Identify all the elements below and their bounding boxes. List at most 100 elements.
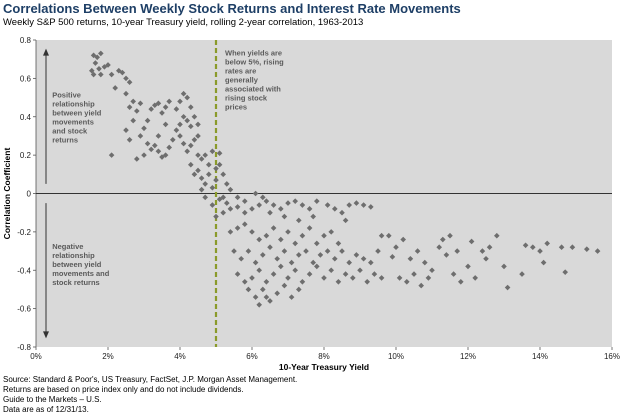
- data-point: [346, 202, 352, 208]
- data-point: [584, 246, 590, 252]
- data-point: [170, 136, 176, 143]
- data-point: [209, 184, 216, 191]
- data-point: [195, 133, 201, 139]
- direction-arrows: [43, 48, 49, 339]
- data-point: [126, 104, 133, 110]
- data-point: [324, 202, 331, 208]
- annotation-line: and stock: [52, 127, 88, 136]
- data-point: [238, 255, 244, 262]
- data-point: [177, 133, 183, 139]
- data-point: [112, 85, 118, 91]
- data-point: [306, 271, 313, 277]
- data-point: [407, 255, 414, 262]
- data-point: [303, 248, 309, 254]
- annotation-line: When yields are: [225, 48, 282, 57]
- data-point: [213, 165, 219, 172]
- data-point: [422, 259, 428, 266]
- data-point: [468, 238, 475, 245]
- data-point: [234, 225, 241, 231]
- y-tick-label: 0.4: [20, 113, 32, 122]
- data-point: [321, 275, 327, 281]
- data-point: [281, 248, 288, 254]
- data-point: [263, 294, 270, 300]
- data-point: [144, 117, 151, 124]
- data-point: [267, 209, 273, 216]
- data-point: [278, 263, 284, 270]
- data-point: [465, 263, 471, 270]
- data-point: [310, 213, 316, 220]
- data-point: [296, 252, 302, 258]
- annotation-line: relationship: [52, 100, 95, 109]
- data-point: [447, 232, 453, 239]
- data-point: [454, 248, 460, 254]
- data-point: [342, 217, 349, 224]
- data-point: [292, 240, 298, 247]
- data-point: [400, 236, 406, 243]
- x-tick-label: 12%: [460, 352, 476, 361]
- data-point: [134, 108, 140, 114]
- data-point: [126, 79, 133, 86]
- data-point: [378, 232, 385, 239]
- data-point: [177, 98, 183, 105]
- data-point: [324, 248, 331, 254]
- data-point: [296, 217, 302, 224]
- y-tick-label: -0.8: [17, 343, 31, 352]
- data-point: [558, 244, 565, 251]
- data-point: [123, 127, 129, 133]
- footnote-returns: Returns are based on price index only an…: [3, 385, 244, 394]
- up-arrow-icon: [43, 48, 49, 56]
- data-point: [281, 282, 288, 289]
- data-point: [252, 294, 259, 300]
- data-point: [209, 202, 216, 208]
- data-point: [198, 156, 205, 162]
- data-point: [328, 229, 334, 235]
- x-tick-label: 0%: [30, 352, 42, 361]
- data-point: [321, 232, 327, 239]
- data-point: [364, 278, 370, 285]
- data-point: [267, 244, 273, 251]
- data-point: [126, 136, 133, 143]
- footnote-source: Source: Standard & Poor's, US Treasury, …: [3, 375, 298, 384]
- data-point: [260, 286, 266, 293]
- annotation-line: below 5%, rising: [225, 57, 284, 66]
- data-point: [130, 117, 136, 124]
- data-point: [227, 229, 234, 235]
- data-point: [353, 252, 360, 258]
- data-point: [173, 106, 180, 112]
- data-point: [360, 202, 367, 208]
- data-point: [299, 202, 306, 208]
- data-point: [198, 175, 205, 181]
- y-tick-label: 0.6: [20, 74, 32, 83]
- data-point: [242, 221, 248, 227]
- data-point: [458, 278, 464, 285]
- data-point: [180, 90, 187, 97]
- data-point: [368, 204, 374, 210]
- data-point: [332, 206, 338, 212]
- data-point: [184, 148, 190, 155]
- data-point: [296, 286, 302, 293]
- data-point: [306, 206, 313, 212]
- data-point: [288, 294, 295, 300]
- data-point: [202, 194, 208, 201]
- data-point: [317, 252, 324, 258]
- data-point: [148, 106, 154, 112]
- data-point: [519, 271, 525, 277]
- data-point: [252, 259, 259, 266]
- data-point: [256, 267, 262, 274]
- data-point: [436, 244, 442, 251]
- data-point: [242, 278, 248, 285]
- data-point: [252, 190, 259, 197]
- x-tick-label: 6%: [246, 352, 258, 361]
- x-tick-label: 10%: [388, 352, 404, 361]
- data-point: [108, 152, 115, 158]
- annotation-line: prices: [225, 102, 247, 111]
- data-point: [418, 282, 424, 289]
- data-point: [314, 198, 320, 204]
- data-point: [544, 240, 550, 247]
- data-point: [173, 127, 180, 133]
- data-point: [339, 248, 345, 254]
- data-point: [191, 171, 198, 178]
- annotation-line: between yield: [52, 260, 102, 269]
- data-point: [249, 206, 255, 212]
